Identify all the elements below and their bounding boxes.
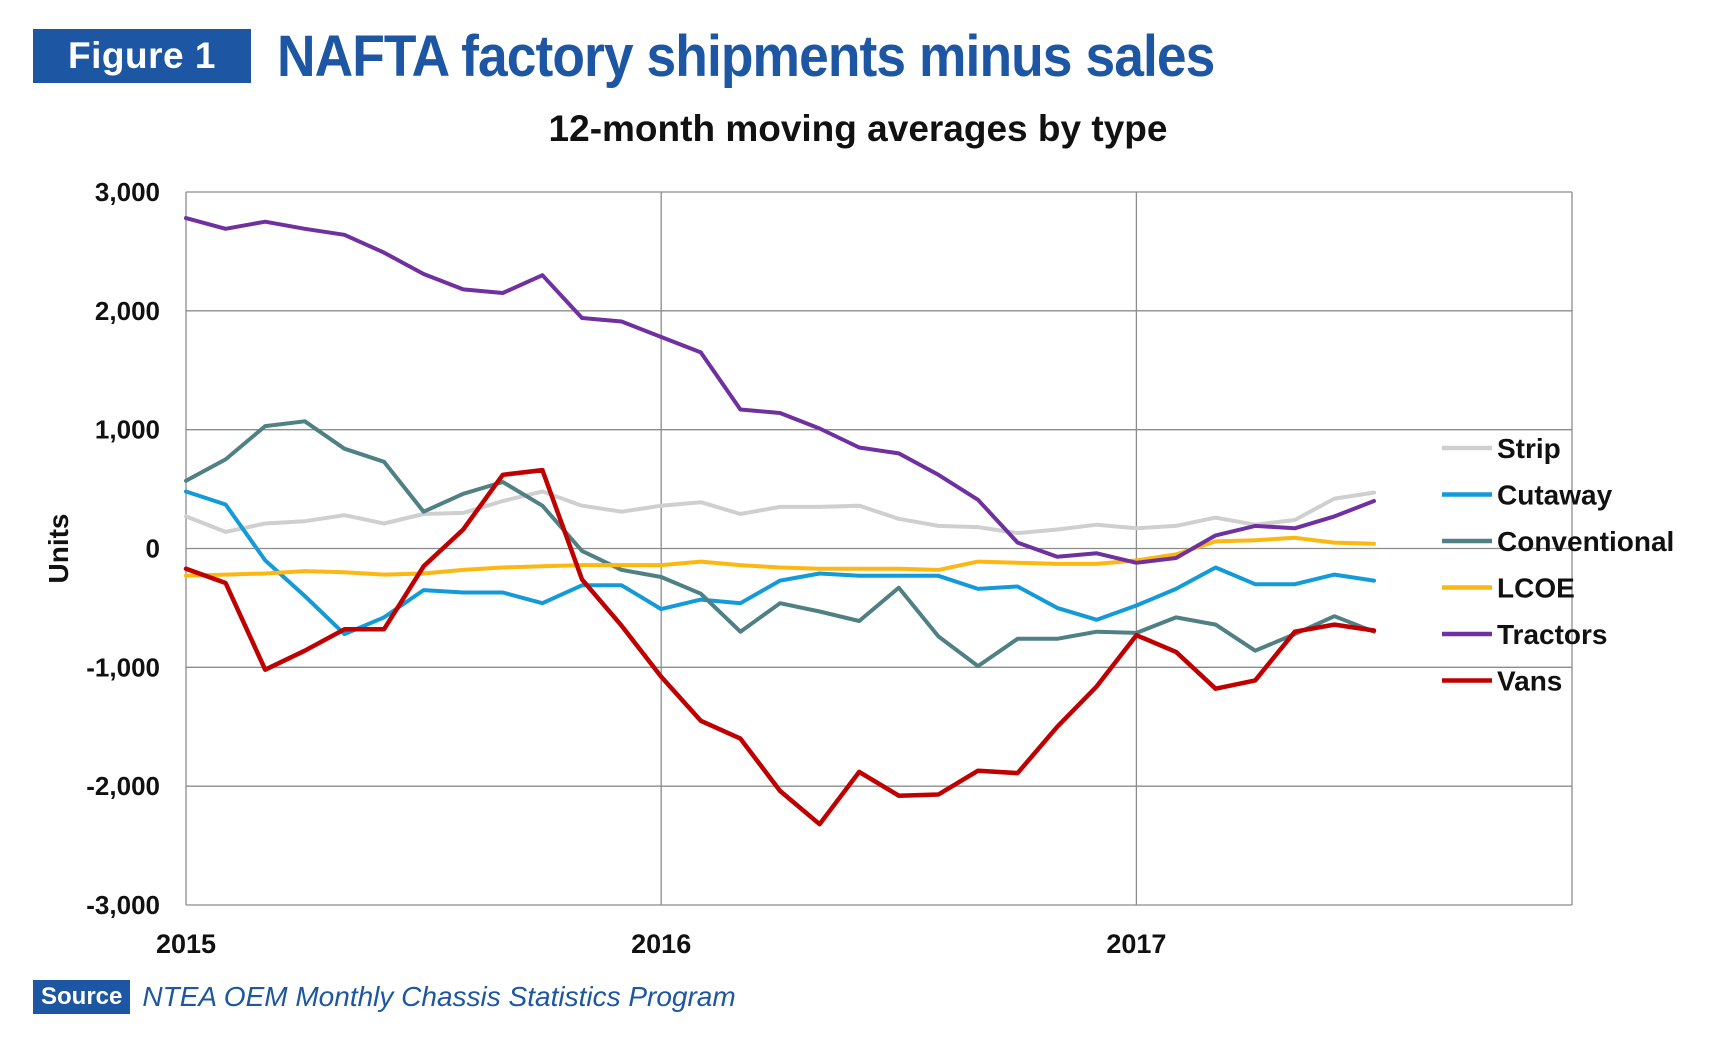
series-line-tractors: [184, 216, 1376, 565]
x-tick-label: 2016: [631, 929, 691, 959]
y-axis-label: Units: [43, 514, 74, 584]
legend-label: Strip: [1497, 433, 1561, 464]
x-tick-label: 2015: [156, 929, 216, 959]
line-chart: 3,000 2,000 1,000 0 -1,000 -2,000 -3,000 2015 20…: [43, 177, 1674, 959]
series-line-conventional: [184, 419, 1376, 669]
figure-title: NAFTA factory shipments minus sales: [277, 23, 1215, 89]
legend-label: Conventional: [1497, 526, 1674, 557]
source-line: Source NTEA OEM Monthly Chassis Statisti…: [33, 980, 736, 1014]
source-text: NTEA OEM Monthly Chassis Statistics Prog…: [142, 981, 736, 1012]
legend-label: Vans: [1497, 666, 1562, 697]
legend-label: Cutaway: [1497, 480, 1613, 511]
y-tick-label: 2,000: [95, 296, 160, 326]
y-tick-label: -3,000: [86, 890, 160, 920]
y-tick-label: 1,000: [95, 415, 160, 445]
y-tick-label: 3,000: [95, 177, 160, 207]
chart-subtitle: 12-month moving averages by type: [548, 108, 1168, 149]
series-line-strip: [184, 489, 1376, 536]
legend-label: LCOE: [1497, 573, 1575, 604]
figure-badge: Figure 1: [33, 29, 251, 83]
source-badge: Source: [33, 980, 131, 1014]
series-line-vans: [183, 467, 1377, 827]
y-tick-label: -1,000: [86, 652, 160, 682]
x-tick-label: 2017: [1106, 929, 1166, 959]
series-line-cutaway: [184, 489, 1376, 637]
y-tick-label: 0: [146, 534, 160, 564]
legend-label: Tractors: [1497, 619, 1608, 650]
figure-header: Figure 1 NAFTA factory shipments minus s…: [33, 24, 1296, 89]
series-line-lcoe: [184, 535, 1376, 578]
y-tick-label: -2,000: [86, 771, 160, 801]
